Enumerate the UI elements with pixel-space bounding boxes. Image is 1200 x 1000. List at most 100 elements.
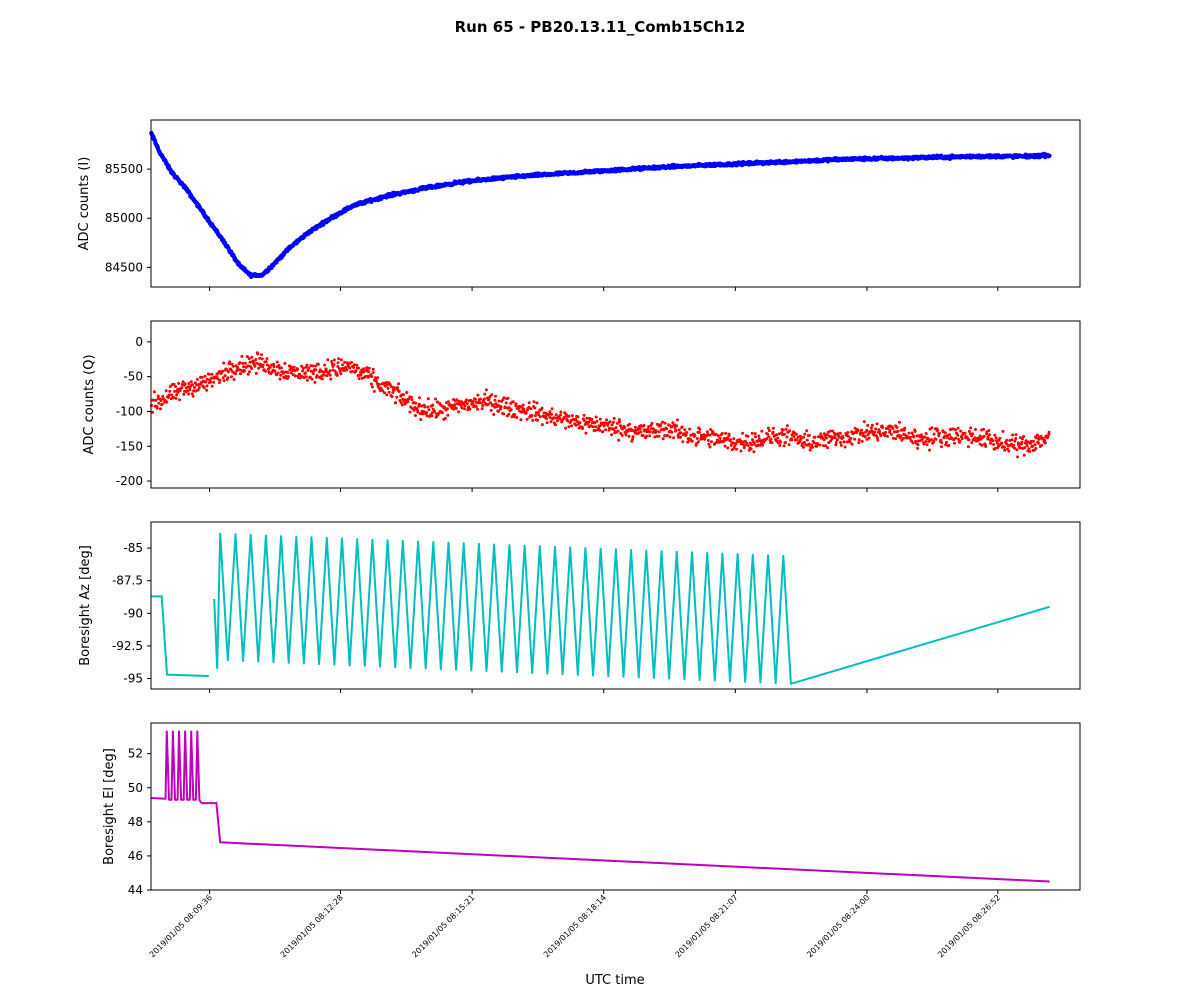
- data-point: [468, 407, 472, 411]
- data-point: [520, 410, 523, 414]
- y-tick-label: 46: [128, 849, 143, 863]
- data-point: [857, 438, 861, 442]
- data-point: [1021, 437, 1024, 441]
- data-point: [279, 366, 283, 370]
- data-point: [259, 362, 263, 366]
- data-point: [394, 401, 398, 405]
- data-point: [631, 437, 635, 441]
- data-point: [301, 369, 305, 373]
- x-tick-labels: 2019/01/05 08:09:36 2019/01/05 08:12:28 20…: [148, 893, 1002, 959]
- data-point: [308, 375, 312, 379]
- data-point: [618, 420, 621, 424]
- data-point: [467, 405, 471, 409]
- data-point: [777, 432, 781, 436]
- data-point: [489, 401, 493, 405]
- data-point: [677, 428, 681, 432]
- data-point: [272, 365, 276, 369]
- data-point: [389, 385, 393, 389]
- data-point: [324, 367, 328, 371]
- data-point: [230, 375, 233, 379]
- data-point: [650, 421, 654, 425]
- data-point: [910, 431, 914, 435]
- data-point: [286, 371, 290, 374]
- data-point: [234, 372, 237, 376]
- data-point: [729, 438, 733, 442]
- data-point: [410, 395, 413, 399]
- data-point: [654, 429, 658, 433]
- data-point: [550, 407, 554, 411]
- data-point: [841, 436, 845, 440]
- data-point: [168, 385, 172, 389]
- data-point: [695, 437, 699, 440]
- data-point: [165, 400, 169, 404]
- data-point: [463, 407, 467, 411]
- data-point: [803, 432, 807, 436]
- data-point: [611, 420, 615, 424]
- az-x-ticks: [209, 689, 999, 693]
- data-point: [1028, 450, 1032, 453]
- data-point: [189, 380, 193, 384]
- data-point: [339, 358, 343, 362]
- data-point: [937, 434, 941, 438]
- data-point: [839, 441, 843, 444]
- data-point: [336, 361, 340, 365]
- data-point: [266, 367, 270, 371]
- data-point: [729, 443, 733, 447]
- data-point: [381, 389, 385, 393]
- data-point: [605, 418, 609, 422]
- data-point: [533, 406, 537, 410]
- data-point: [970, 441, 974, 445]
- data-point: [1034, 436, 1038, 440]
- data-point: [359, 371, 362, 374]
- data-point: [260, 357, 264, 361]
- data-point: [901, 436, 905, 440]
- data-point: [932, 440, 936, 444]
- data-point: [400, 403, 404, 407]
- data-point: [750, 443, 754, 447]
- data-point: [609, 427, 612, 431]
- data-point: [529, 407, 533, 411]
- data-point: [778, 444, 782, 447]
- data-point: [242, 365, 246, 369]
- data-point: [598, 417, 602, 421]
- data-point: [527, 401, 531, 405]
- data-point: [1012, 444, 1016, 447]
- data-point: [453, 403, 457, 407]
- el-axes-frame: [150, 722, 1081, 891]
- data-point: [454, 406, 458, 410]
- data-point: [187, 392, 191, 396]
- data-point: [254, 371, 258, 375]
- data-point: [167, 393, 171, 397]
- data-point: [865, 429, 869, 432]
- data-point: [371, 371, 375, 375]
- data-point: [187, 382, 191, 385]
- data-point: [842, 440, 846, 444]
- data-point: [731, 441, 735, 445]
- data-point: [231, 364, 235, 368]
- data-point: [1034, 446, 1038, 450]
- data-point: [951, 427, 955, 431]
- data-point: [425, 411, 429, 415]
- data-point: [570, 424, 574, 428]
- data-point: [348, 366, 352, 370]
- data-point: [746, 434, 750, 438]
- data-point: [248, 360, 252, 364]
- data-point: [710, 440, 713, 444]
- data-point: [481, 404, 485, 408]
- data-point: [167, 395, 170, 399]
- data-point: [284, 374, 288, 378]
- data-point: [642, 424, 646, 427]
- data-point: [567, 414, 571, 418]
- data-point: [200, 375, 204, 379]
- data-point: [869, 426, 873, 430]
- data-point: [330, 360, 334, 363]
- data-point: [258, 356, 262, 360]
- data-point: [781, 428, 785, 432]
- data-point: [175, 393, 179, 397]
- data-point: [1024, 439, 1028, 443]
- y-tick-label: -150: [116, 439, 143, 453]
- data-point: [511, 400, 515, 404]
- data-point: [1003, 448, 1007, 452]
- data-point: [908, 435, 912, 439]
- data-point: [734, 442, 738, 446]
